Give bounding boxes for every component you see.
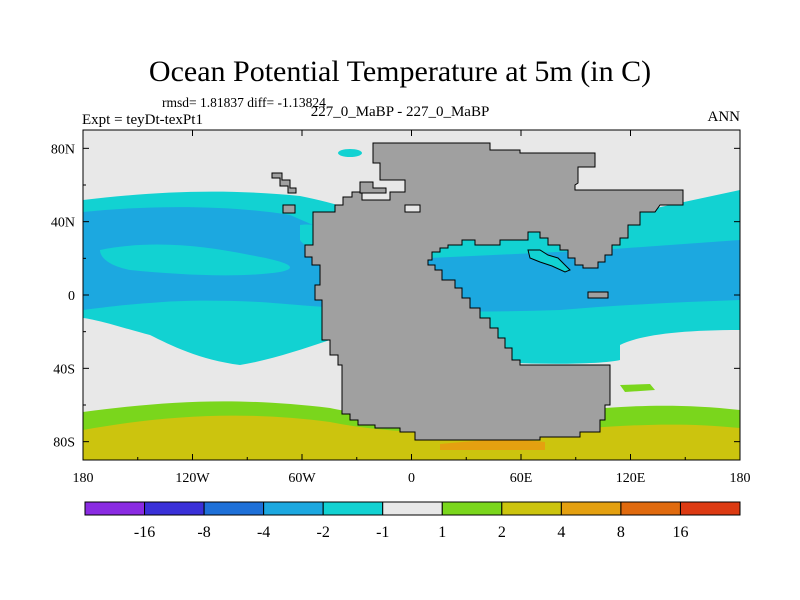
island-east [587, 291, 609, 299]
colorbar-label: -8 [197, 524, 210, 541]
inlet-east [527, 249, 571, 273]
land-mask [304, 142, 684, 441]
colorbar-swatch [501, 501, 562, 516]
colorbar-swatch [84, 501, 146, 516]
colorbar-swatch [560, 501, 622, 516]
center-label: 227_0_MaBP - 227_0_MaBP [310, 104, 490, 120]
x-tick-label: 180 [73, 471, 94, 486]
colorbar-label: -4 [257, 524, 270, 541]
field-patch-cyan [100, 244, 290, 276]
y-tick-label: 80S [53, 436, 75, 451]
colorbar-label: 2 [498, 524, 506, 541]
x-tick-label: 180 [730, 471, 751, 486]
field-patch-east [620, 384, 655, 392]
colorbar-label: -16 [134, 524, 155, 541]
x-tick-label: 60W [288, 471, 316, 486]
map-field [83, 130, 740, 460]
x-tick-label: 0 [408, 471, 415, 486]
island-north [359, 181, 387, 194]
field-patch-orange [440, 439, 545, 450]
x-tick-label: 60E [510, 471, 533, 486]
x-tick-label: 120W [175, 471, 210, 486]
axes: 180 120W 60W 0 60E 120E 180 80N 40N 0 40S 80S [51, 130, 751, 486]
field-band-yellow [83, 415, 740, 460]
inlet-north [404, 204, 421, 213]
colorbar-label: 8 [617, 524, 625, 541]
colorbar-label: -2 [317, 524, 330, 541]
chart-title: Ocean Potential Temperature at 5m (in C) [148, 55, 652, 88]
colorbar-swatch [263, 501, 324, 516]
colorbar-swatch [441, 501, 503, 516]
colorbar-swatch [382, 501, 443, 516]
y-tick-label: 40S [53, 362, 75, 377]
field-patch-north [338, 149, 362, 157]
colorbar-label: 1 [438, 524, 446, 541]
y-tick-label: 0 [68, 289, 75, 304]
season-label: ANN [707, 109, 741, 125]
colorbar-swatch [679, 501, 741, 516]
colorbar: -16 -8 -4 -2 -1 1 2 4 8 16 [84, 501, 741, 541]
colorbar-swatch [144, 501, 205, 516]
island-northwest [271, 172, 297, 194]
y-tick-label: 80N [51, 142, 75, 157]
stats-label: rmsd= 1.81837 diff= -1.13824 [162, 95, 326, 110]
colorbar-label: -1 [376, 524, 389, 541]
experiment-label: Expt = teyDt-texPt1 [82, 112, 203, 128]
colorbar-swatch [620, 501, 681, 516]
island-west [282, 204, 296, 214]
colorbar-swatch [322, 501, 384, 516]
colorbar-label: 4 [557, 524, 565, 541]
colorbar-swatch [203, 501, 265, 516]
y-tick-label: 40N [51, 216, 75, 231]
colorbar-label: 16 [672, 524, 688, 541]
x-tick-label: 120E [616, 471, 646, 486]
